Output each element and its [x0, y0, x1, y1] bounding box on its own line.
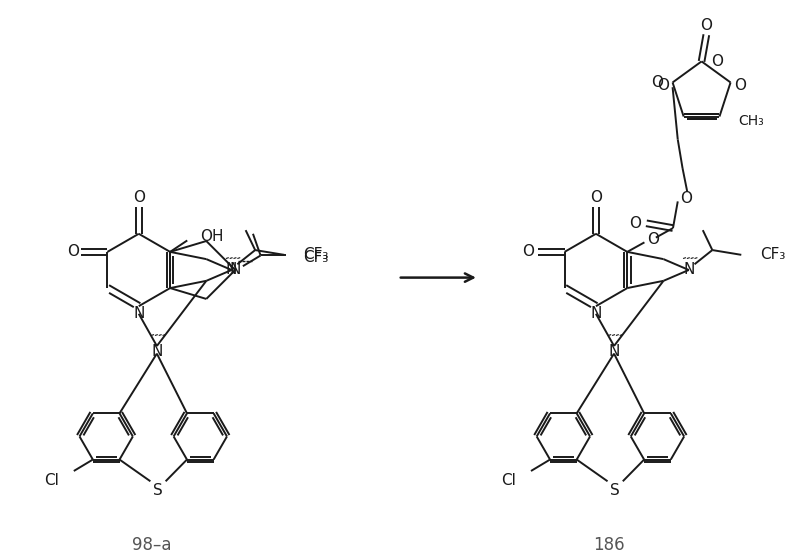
Text: O: O: [711, 54, 723, 69]
Text: CF₃: CF₃: [303, 250, 328, 265]
Text: N: N: [609, 344, 620, 359]
Text: O: O: [657, 78, 669, 93]
Text: N: N: [229, 263, 241, 278]
Text: S: S: [610, 484, 620, 498]
Text: O: O: [133, 190, 145, 205]
Text: S: S: [153, 484, 163, 498]
Text: N: N: [590, 306, 601, 321]
Text: Cl: Cl: [43, 473, 59, 488]
Text: O: O: [522, 245, 535, 259]
Text: CF₃: CF₃: [303, 247, 328, 262]
Text: N: N: [133, 306, 144, 321]
Text: O: O: [67, 245, 79, 259]
Text: 186: 186: [593, 536, 625, 552]
Text: O: O: [700, 18, 712, 33]
Text: O: O: [651, 75, 663, 90]
Text: N: N: [151, 344, 163, 359]
Text: O: O: [680, 191, 692, 206]
Text: O: O: [734, 78, 746, 93]
Text: OH: OH: [200, 229, 224, 244]
Text: 98–a: 98–a: [132, 536, 171, 552]
Text: N: N: [226, 263, 237, 278]
Text: CH₃: CH₃: [738, 114, 764, 128]
Text: O: O: [590, 190, 602, 205]
Text: CF₃: CF₃: [761, 247, 786, 262]
Text: Cl: Cl: [501, 473, 516, 488]
Text: O: O: [629, 216, 641, 231]
Text: O: O: [647, 232, 659, 247]
Text: N: N: [683, 263, 695, 278]
